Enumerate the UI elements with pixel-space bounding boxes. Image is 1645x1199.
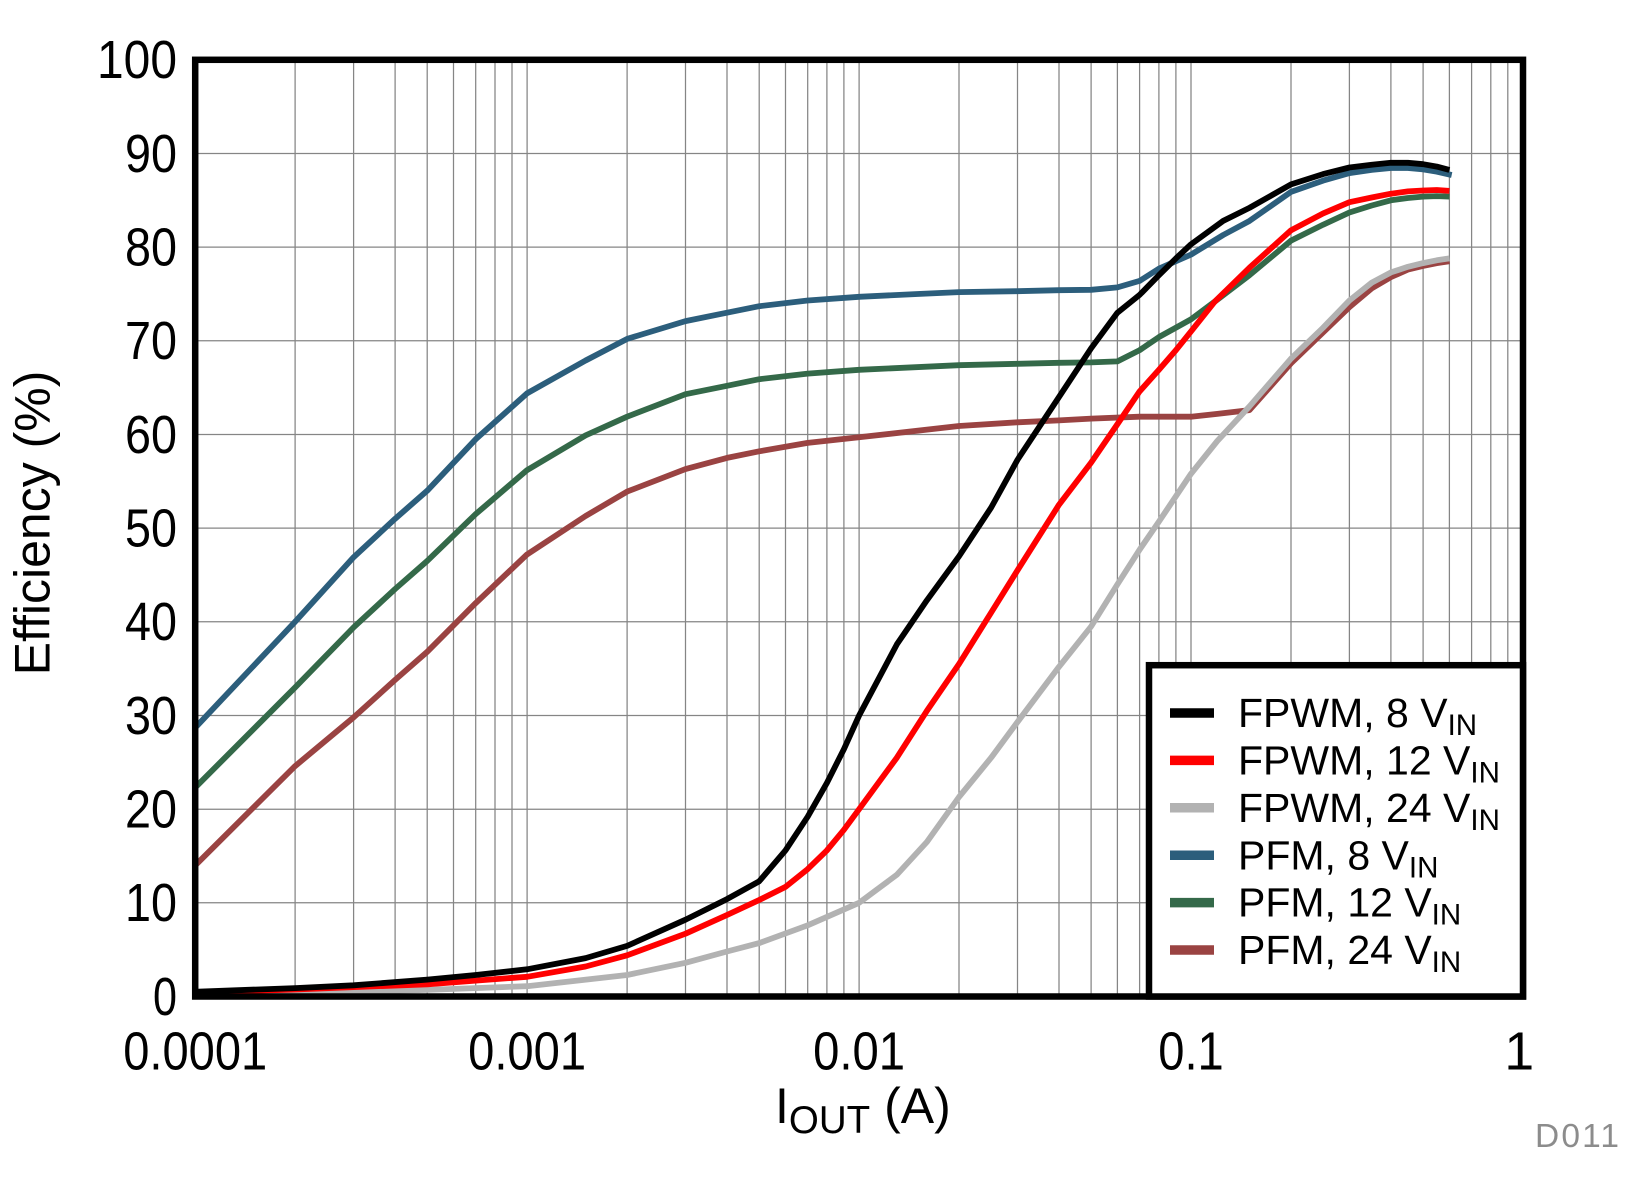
svg-text:30: 30 — [125, 687, 177, 746]
svg-text:20: 20 — [125, 781, 177, 840]
svg-text:Efficiency (%): Efficiency (%) — [5, 371, 61, 676]
svg-text:10: 10 — [125, 874, 177, 933]
svg-text:100: 100 — [97, 31, 177, 90]
svg-text:1: 1 — [1504, 1023, 1534, 1082]
svg-text:70: 70 — [125, 312, 177, 371]
svg-text:50: 50 — [125, 500, 177, 559]
svg-text:80: 80 — [125, 219, 177, 278]
svg-text:0.1: 0.1 — [1158, 1023, 1224, 1082]
svg-text:60: 60 — [125, 406, 177, 465]
svg-text:PFM, 24 VIN: PFM, 24 VIN — [1238, 927, 1461, 979]
svg-text:0: 0 — [153, 968, 177, 1027]
svg-text:0.001: 0.001 — [468, 1023, 586, 1082]
svg-text:40: 40 — [125, 593, 177, 652]
svg-text:FPWM, 8 VIN: FPWM, 8 VIN — [1238, 690, 1477, 742]
svg-text:FPWM, 12 VIN: FPWM, 12 VIN — [1238, 738, 1500, 790]
svg-text:0.0001: 0.0001 — [123, 1023, 267, 1082]
svg-text:FPWM, 24 VIN: FPWM, 24 VIN — [1238, 785, 1500, 837]
svg-text:0.01: 0.01 — [813, 1023, 905, 1082]
svg-text:90: 90 — [125, 125, 177, 184]
svg-text:PFM, 8 VIN: PFM, 8 VIN — [1238, 832, 1438, 884]
svg-text:PFM, 12 VIN: PFM, 12 VIN — [1238, 880, 1461, 932]
svg-text:D011: D011 — [1535, 1118, 1619, 1155]
